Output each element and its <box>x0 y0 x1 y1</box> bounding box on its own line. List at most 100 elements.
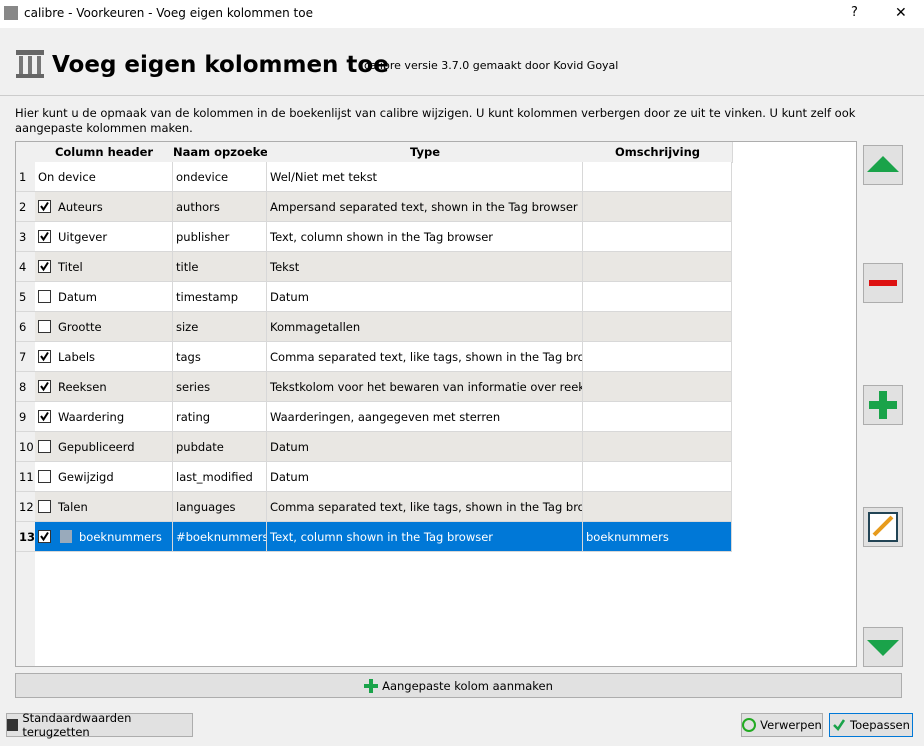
checkbox[interactable] <box>38 290 51 303</box>
checkbox[interactable] <box>38 470 51 483</box>
row-number: 4 <box>16 252 35 282</box>
row-background[interactable] <box>35 162 732 192</box>
cell: series <box>173 372 267 402</box>
cell: Datum <box>267 462 583 492</box>
checkbox[interactable] <box>38 230 51 243</box>
row-background[interactable] <box>35 192 732 222</box>
cell: Gepubliceerd <box>35 432 173 462</box>
close-button[interactable]: ✕ <box>895 5 907 21</box>
row-background[interactable] <box>35 222 732 252</box>
cell: Text, column shown in the Tag browser <box>267 522 583 552</box>
cell: boeknummers <box>583 522 732 552</box>
cell: timestamp <box>173 282 267 312</box>
edit-button[interactable] <box>863 507 903 547</box>
cell: rating <box>173 402 267 432</box>
cell: authors <box>173 192 267 222</box>
cell: last_modified <box>173 462 267 492</box>
column-icon <box>60 530 72 543</box>
cell: title <box>173 252 267 282</box>
row-background[interactable] <box>35 312 732 342</box>
cell: Wel/Niet met tekst <box>267 162 583 192</box>
cell: tags <box>173 342 267 372</box>
checkbox[interactable] <box>38 410 51 423</box>
title-bar: calibre - Voorkeuren - Voeg eigen kolomm… <box>0 0 924 28</box>
column-header[interactable]: Column header <box>35 142 174 163</box>
row-number: 6 <box>16 312 35 342</box>
cell: Kommagetallen <box>267 312 583 342</box>
row-number: 9 <box>16 402 35 432</box>
checkbox[interactable] <box>38 380 51 393</box>
row-number: 13 <box>16 522 35 552</box>
cell: ondevice <box>173 162 267 192</box>
button-label: Verwerpen <box>760 718 822 732</box>
row-background[interactable] <box>35 342 732 372</box>
cell: boeknummers <box>35 522 173 552</box>
help-button[interactable]: ? <box>851 5 858 20</box>
button-label: Aangepaste kolom aanmaken <box>382 678 553 693</box>
apply-button[interactable]: Toepassen <box>829 713 913 737</box>
checkbox[interactable] <box>38 530 51 543</box>
cell-border <box>583 162 732 192</box>
row-background[interactable] <box>35 522 732 552</box>
cell-border <box>583 312 732 342</box>
cell: pubdate <box>173 432 267 462</box>
cell: Datum <box>267 432 583 462</box>
row-background[interactable] <box>35 402 732 432</box>
cell-border <box>583 342 732 372</box>
row-background[interactable] <box>35 252 732 282</box>
column-header[interactable]: Naam opzoeken <box>173 142 276 163</box>
row-background[interactable] <box>35 372 732 402</box>
header-icon <box>16 50 44 78</box>
row-number: 10 <box>16 432 35 462</box>
row-background[interactable] <box>35 282 732 312</box>
remove-button[interactable] <box>863 263 903 303</box>
cell-border <box>583 282 732 312</box>
window-title: calibre - Voorkeuren - Voeg eigen kolomm… <box>24 6 313 20</box>
checkbox[interactable] <box>38 440 51 453</box>
restore-button[interactable]: Standaardwaarden terugzetten <box>6 711 193 739</box>
columns-table[interactable]: Column header Naam opzoeken Type Omschrijvi… <box>15 141 857 667</box>
checkbox[interactable] <box>38 350 51 363</box>
app-icon <box>4 6 18 20</box>
add-button[interactable] <box>863 385 903 425</box>
add-column-button[interactable]: Aangepaste kolom aanmaken <box>15 673 902 698</box>
cell: Uitgever <box>35 222 173 252</box>
button-label: Standaardwaarden terugzetten <box>22 711 132 739</box>
checkbox[interactable] <box>38 260 51 273</box>
column-header[interactable]: Omschrijving <box>583 142 733 163</box>
cell: Titel <box>35 252 173 282</box>
checkbox[interactable] <box>38 320 51 333</box>
cell: Comma separated text, like tags, shown i… <box>267 492 583 522</box>
row-background[interactable] <box>35 462 732 492</box>
cell: size <box>173 312 267 342</box>
row-background[interactable] <box>35 492 732 522</box>
cell: Ampersand separated text, shown in the T… <box>267 192 583 222</box>
cell: Auteurs <box>35 192 173 222</box>
button-label: Toepassen <box>850 718 910 732</box>
move-down-button[interactable] <box>863 627 903 667</box>
cell-border <box>583 492 732 522</box>
cell-border <box>583 462 732 492</box>
row-number: 3 <box>16 222 35 252</box>
cell: Labels <box>35 342 173 372</box>
row-number: 5 <box>16 282 35 312</box>
cell: Waarderingen, aangegeven met sterren <box>267 402 583 432</box>
cell: Tekst <box>267 252 583 282</box>
cell: #boeknummers <box>173 522 267 552</box>
cell: publisher <box>173 222 267 252</box>
cell-border <box>583 222 732 252</box>
move-up-button[interactable] <box>863 145 903 185</box>
checkbox[interactable] <box>38 200 51 213</box>
cell: Tekstkolom voor het bewaren van informat… <box>267 372 583 402</box>
column-header[interactable]: Type <box>267 142 584 163</box>
cell: Waardering <box>35 402 173 432</box>
cell-border <box>583 252 732 282</box>
discard-button[interactable]: Verwerpen <box>741 713 823 737</box>
row-number: 12 <box>16 492 35 522</box>
page-title: Voeg eigen kolommen toe <box>52 52 389 78</box>
cell-border <box>583 432 732 462</box>
cell: Datum <box>35 282 173 312</box>
row-background[interactable] <box>35 432 732 462</box>
checkbox[interactable] <box>38 500 51 513</box>
